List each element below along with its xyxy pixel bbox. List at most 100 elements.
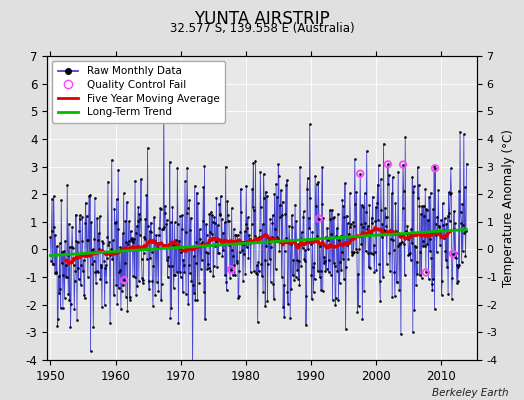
Point: [178, 225, 186, 232]
Point: [304, 215, 313, 221]
Point: [391, 200, 400, 206]
Point: [278, 198, 287, 205]
Point: [117, 245, 126, 252]
Point: [420, 202, 428, 209]
Point: [348, 252, 356, 258]
Point: [405, 252, 413, 258]
Point: [267, 278, 275, 285]
Point: [436, 242, 444, 248]
Point: [123, 199, 131, 205]
Point: [132, 229, 140, 236]
Point: [181, 178, 189, 184]
Point: [325, 207, 334, 213]
Point: [140, 236, 149, 242]
Point: [148, 278, 157, 284]
Point: [270, 191, 279, 197]
Point: [394, 168, 402, 175]
Point: [73, 238, 82, 245]
Point: [305, 121, 314, 128]
Point: [433, 213, 441, 220]
Point: [345, 240, 354, 246]
Point: [283, 177, 291, 183]
Point: [332, 295, 340, 302]
Point: [129, 238, 138, 245]
Point: [136, 231, 144, 238]
Point: [222, 279, 231, 285]
Point: [145, 278, 153, 284]
Point: [383, 214, 391, 220]
Point: [146, 254, 155, 261]
Point: [308, 296, 316, 302]
Point: [230, 226, 238, 232]
Point: [156, 205, 164, 212]
Point: [225, 242, 234, 248]
Point: [300, 256, 309, 263]
Point: [275, 173, 283, 179]
Point: [352, 188, 361, 195]
Text: YUNTA AIRSTRIP: YUNTA AIRSTRIP: [194, 10, 330, 28]
Point: [310, 276, 319, 283]
Point: [232, 260, 241, 266]
Point: [221, 272, 230, 278]
Point: [125, 218, 133, 225]
Point: [57, 197, 66, 203]
Point: [285, 223, 293, 230]
Point: [175, 237, 183, 244]
Point: [416, 272, 424, 278]
Point: [150, 238, 159, 244]
Point: [419, 243, 427, 250]
Point: [118, 288, 126, 294]
Point: [447, 296, 456, 302]
Point: [248, 204, 257, 210]
Point: [313, 233, 322, 239]
Point: [335, 280, 344, 286]
Point: [339, 256, 347, 262]
Point: [89, 246, 97, 253]
Point: [136, 216, 145, 222]
Point: [321, 257, 329, 264]
Point: [123, 308, 132, 314]
Point: [100, 258, 108, 264]
Point: [168, 262, 176, 269]
Point: [237, 186, 245, 192]
Point: [244, 214, 252, 221]
Point: [307, 272, 315, 278]
Point: [319, 214, 328, 221]
Point: [69, 244, 77, 251]
Point: [177, 274, 185, 280]
Point: [295, 282, 303, 288]
Point: [421, 186, 430, 192]
Point: [370, 249, 379, 255]
Point: [408, 239, 416, 246]
Point: [402, 231, 411, 238]
Point: [440, 235, 448, 241]
Point: [55, 290, 63, 296]
Point: [234, 293, 243, 300]
Point: [429, 206, 437, 212]
Point: [297, 236, 305, 242]
Point: [314, 268, 322, 274]
Point: [98, 304, 106, 310]
Point: [422, 269, 430, 276]
Point: [274, 236, 282, 242]
Point: [58, 249, 67, 256]
Point: [99, 239, 107, 246]
Point: [400, 240, 408, 247]
Point: [425, 194, 433, 201]
Point: [389, 237, 398, 243]
Point: [447, 190, 455, 196]
Point: [114, 226, 122, 233]
Point: [114, 166, 123, 173]
Point: [154, 244, 162, 250]
Point: [432, 248, 441, 255]
Point: [182, 210, 191, 216]
Point: [210, 263, 218, 270]
Point: [422, 269, 430, 276]
Point: [337, 266, 345, 273]
Point: [236, 248, 244, 255]
Point: [350, 249, 358, 256]
Point: [282, 235, 291, 241]
Point: [398, 204, 407, 211]
Point: [249, 268, 258, 275]
Point: [280, 248, 289, 254]
